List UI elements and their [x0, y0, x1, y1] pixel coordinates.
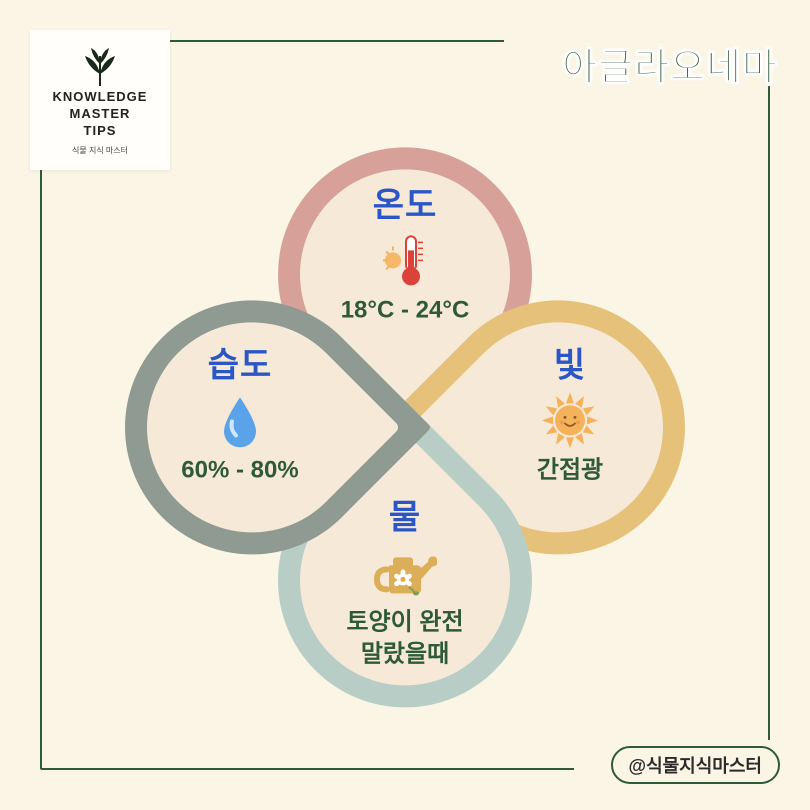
logo-sub: 식물 지식 마스터 [72, 145, 128, 156]
logo-card: KNOWLEDGE MASTER TIPS 식물 지식 마스터 [30, 30, 170, 170]
value-temperature: 18°C - 24°C [341, 294, 470, 326]
thermometer-icon [377, 232, 433, 288]
plant-logo-icon [75, 44, 125, 88]
content-light: 빛 [465, 337, 675, 486]
label-temperature: 온도 [373, 177, 438, 226]
logo-line3: TIPS [84, 124, 117, 139]
value-light: 간접광 [537, 454, 603, 486]
value-humidity: 60% - 80% [181, 454, 298, 486]
content-humidity: 습도 60% - 80% [135, 337, 345, 486]
content-temperature: 온도 [300, 177, 510, 326]
logo-line1: KNOWLEDGE [53, 90, 148, 105]
label-light: 빛 [554, 337, 586, 386]
droplet-icon [218, 393, 262, 447]
value-water: 토양이 완전말랐을때 [346, 606, 463, 671]
label-water: 물 [389, 489, 421, 538]
logo-line2: MASTER [70, 107, 131, 122]
petal-cluster: 온도 [125, 147, 685, 707]
account-handle: @식물지식마스터 [611, 746, 780, 784]
plant-title: 아글라오네마 [562, 36, 778, 91]
sun-icon [540, 390, 600, 450]
content-water: 물 [300, 489, 510, 671]
watering-can-icon [373, 545, 437, 599]
label-humidity: 습도 [208, 337, 273, 386]
